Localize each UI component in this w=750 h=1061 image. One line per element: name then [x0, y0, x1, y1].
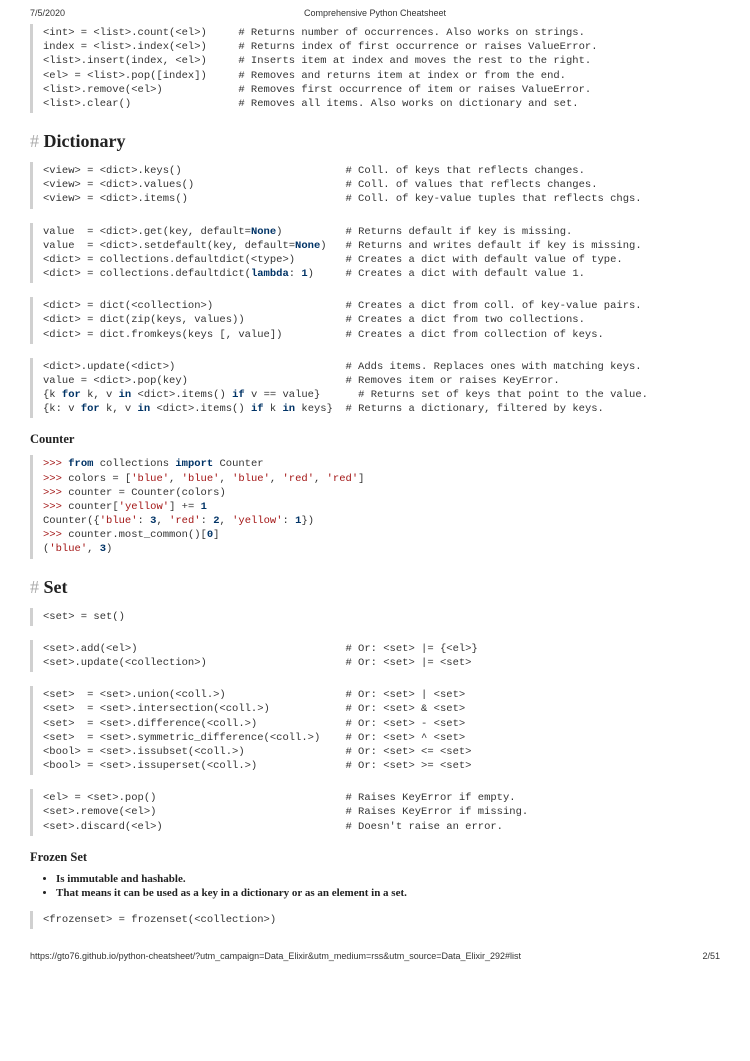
code-line: index = <list>.index(<el>) # Returns ind…	[43, 41, 598, 53]
code-line: ('blue', 3)	[43, 543, 112, 555]
heading-text: Dictionary	[44, 131, 126, 151]
set-init-block: <set> = set()	[30, 608, 720, 626]
code-line: <view> = <dict>.items() # Coll. of key-v…	[43, 193, 642, 205]
code-line: <list>.clear() # Removes all items. Also…	[43, 98, 579, 110]
code-line: >>> counter['yellow'] += 1	[43, 501, 207, 513]
frozen-set-bullets: Is immutable and hashable. That means it…	[30, 873, 720, 899]
header-title: Comprehensive Python Cheatsheet	[110, 8, 640, 18]
bullet-item: Is immutable and hashable.	[56, 873, 720, 885]
code-line: <set> = set()	[43, 611, 125, 623]
code-line: <set>.remove(<el>) # Raises KeyError if …	[43, 806, 528, 818]
code-line: value = <dict>.get(key, default=None) # …	[43, 226, 572, 238]
heading-text: Set	[44, 577, 68, 597]
code-line: <dict> = dict(zip(keys, values)) # Creat…	[43, 314, 585, 326]
code-line: <dict> = dict.fromkeys(keys [, value]) #…	[43, 329, 604, 341]
code-line: >>> counter.most_common()[0]	[43, 529, 219, 541]
hash-icon: #	[30, 577, 39, 597]
code-line: Counter({'blue': 3, 'red': 2, 'yellow': …	[43, 515, 314, 527]
code-line: >>> counter = Counter(colors)	[43, 487, 226, 499]
code-line: <el> = <list>.pop([index]) # Removes and…	[43, 70, 566, 82]
code-line: {k: v for k, v in <dict>.items() if k in…	[43, 403, 604, 415]
code-line: <set> = <set>.difference(<coll.>) # Or: …	[43, 718, 465, 730]
dict-get-block: value = <dict>.get(key, default=None) # …	[30, 223, 720, 284]
frozenset-block: <frozenset> = frozenset(<collection>)	[30, 911, 720, 929]
code-line: value = <dict>.pop(key) # Removes item o…	[43, 375, 560, 387]
counter-heading: Counter	[30, 432, 720, 447]
code-line: <dict> = collections.defaultdict(lambda:…	[43, 268, 585, 280]
code-line: <int> = <list>.count(<el>) # Returns num…	[43, 27, 585, 39]
dict-ctor-block: <dict> = dict(<collection>) # Creates a …	[30, 297, 720, 344]
header-date: 7/5/2020	[30, 8, 110, 18]
code-line: <list>.remove(<el>) # Removes first occu…	[43, 84, 591, 96]
code-line: <bool> = <set>.issubset(<coll.>) # Or: <…	[43, 746, 471, 758]
code-line: <dict> = dict(<collection>) # Creates a …	[43, 300, 642, 312]
dict-update-block: <dict>.update(<dict>) # Adds items. Repl…	[30, 358, 720, 419]
set-heading: # Set	[30, 577, 720, 598]
code-line: <frozenset> = frozenset(<collection>)	[43, 914, 276, 926]
print-footer: https://gto76.github.io/python-cheatshee…	[30, 947, 720, 961]
set-pop-block: <el> = <set>.pop() # Raises KeyError if …	[30, 789, 720, 836]
code-line: <el> = <set>.pop() # Raises KeyError if …	[43, 792, 516, 804]
code-line: >>> from collections import Counter	[43, 458, 264, 470]
print-header: 7/5/2020 Comprehensive Python Cheatsheet	[30, 8, 720, 18]
page: 7/5/2020 Comprehensive Python Cheatsheet…	[0, 0, 750, 969]
set-add-block: <set>.add(<el>) # Or: <set> |= {<el>} <s…	[30, 640, 720, 672]
code-line: <set>.update(<collection>) # Or: <set> |…	[43, 657, 471, 669]
code-line: <dict>.update(<dict>) # Adds items. Repl…	[43, 361, 642, 373]
code-line: value = <dict>.setdefault(key, default=N…	[43, 240, 642, 252]
dictionary-heading: # Dictionary	[30, 131, 720, 152]
code-line: <bool> = <set>.issuperset(<coll.>) # Or:…	[43, 760, 471, 772]
code-line: {k for k, v in <dict>.items() if v == va…	[43, 389, 648, 401]
dict-views-block: <view> = <dict>.keys() # Coll. of keys t…	[30, 162, 720, 209]
list-methods-block: <int> = <list>.count(<el>) # Returns num…	[30, 24, 720, 113]
footer-page: 2/51	[702, 951, 720, 961]
code-line: <set> = <set>.intersection(<coll.>) # Or…	[43, 703, 465, 715]
code-line: <set> = <set>.symmetric_difference(<coll…	[43, 732, 465, 744]
code-line: <set>.discard(<el>) # Doesn't raise an e…	[43, 821, 503, 833]
code-line: >>> colors = ['blue', 'blue', 'blue', 'r…	[43, 473, 364, 485]
code-line: <view> = <dict>.values() # Coll. of valu…	[43, 179, 598, 191]
header-spacer	[640, 8, 720, 18]
counter-block: >>> from collections import Counter >>> …	[30, 455, 720, 558]
bullet-item: That means it can be used as a key in a …	[56, 887, 720, 899]
set-ops-block: <set> = <set>.union(<coll.>) # Or: <set>…	[30, 686, 720, 775]
code-line: <set> = <set>.union(<coll.>) # Or: <set>…	[43, 689, 465, 701]
code-line: <set>.add(<el>) # Or: <set> |= {<el>}	[43, 643, 478, 655]
frozen-set-heading: Frozen Set	[30, 850, 720, 865]
code-line: <list>.insert(index, <el>) # Inserts ite…	[43, 55, 591, 67]
code-line: <view> = <dict>.keys() # Coll. of keys t…	[43, 165, 585, 177]
footer-url: https://gto76.github.io/python-cheatshee…	[30, 951, 521, 961]
hash-icon: #	[30, 131, 39, 151]
code-line: <dict> = collections.defaultdict(<type>)…	[43, 254, 623, 266]
